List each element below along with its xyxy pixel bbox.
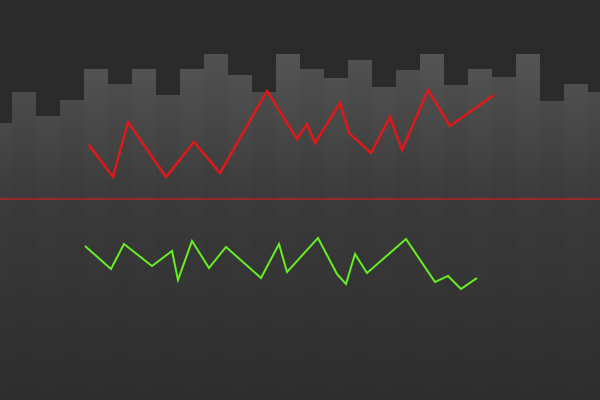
background-bar bbox=[588, 92, 600, 400]
background-bar bbox=[324, 78, 348, 400]
background-bar bbox=[12, 92, 36, 400]
background-bar bbox=[156, 95, 180, 400]
red-series-line bbox=[88, 87, 495, 180]
green-series-line bbox=[84, 236, 478, 291]
background-bar bbox=[300, 69, 324, 400]
background-bar bbox=[60, 100, 84, 400]
series-lines bbox=[0, 87, 600, 291]
background-bar bbox=[420, 54, 444, 400]
background-bar bbox=[276, 54, 300, 400]
background-bar bbox=[372, 87, 396, 400]
background-bar bbox=[0, 123, 12, 400]
background-bar bbox=[108, 84, 132, 400]
background-bar bbox=[228, 75, 252, 400]
background-bar bbox=[84, 69, 108, 400]
background-bar bbox=[564, 84, 588, 400]
background-bar bbox=[132, 69, 156, 400]
background-bar bbox=[540, 101, 564, 400]
background-bar bbox=[444, 85, 468, 400]
background-bar bbox=[492, 77, 516, 400]
background-bars bbox=[0, 54, 600, 400]
background-bar bbox=[516, 54, 540, 400]
background-bar bbox=[468, 69, 492, 400]
background-bar bbox=[36, 116, 60, 400]
background-bar bbox=[396, 70, 420, 400]
background-bar bbox=[180, 69, 204, 400]
background-bar bbox=[252, 92, 276, 400]
background-bar bbox=[204, 54, 228, 400]
background-bar bbox=[348, 60, 372, 400]
